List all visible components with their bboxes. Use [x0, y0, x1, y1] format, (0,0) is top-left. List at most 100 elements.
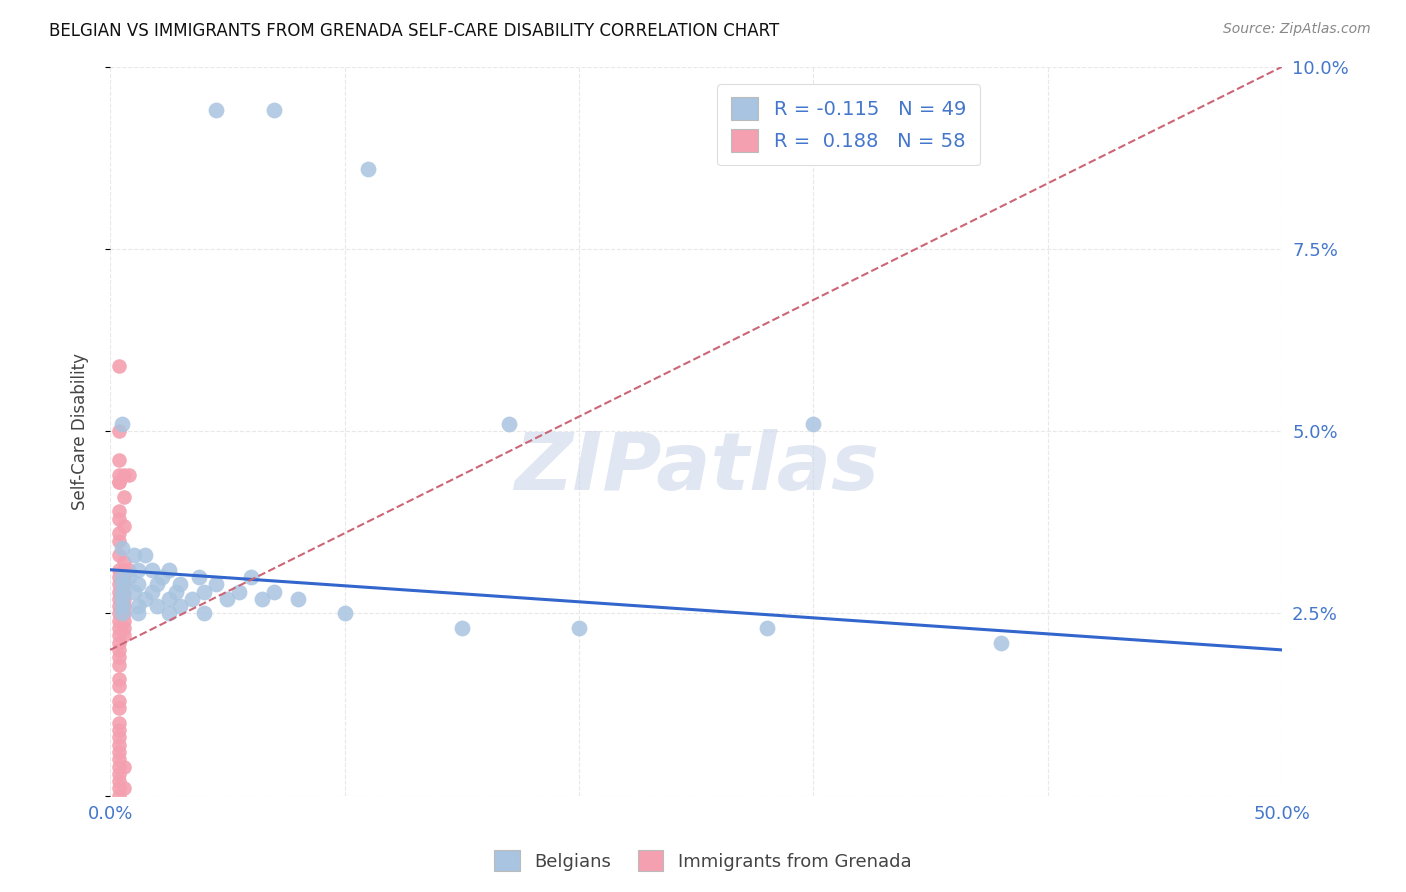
- Point: [150, 570, 173, 584]
- Point: [498, 417, 520, 431]
- Point: [204, 103, 226, 118]
- Point: [181, 591, 204, 606]
- Legend: R = -0.115   N = 49, R =  0.188   N = 58: R = -0.115 N = 49, R = 0.188 N = 58: [717, 84, 980, 166]
- Y-axis label: Self-Care Disability: Self-Care Disability: [72, 352, 89, 509]
- Point: [108, 599, 131, 614]
- Point: [108, 614, 131, 628]
- Point: [111, 584, 134, 599]
- Point: [108, 679, 131, 693]
- Point: [157, 591, 180, 606]
- Point: [112, 614, 135, 628]
- Point: [333, 607, 356, 621]
- Point: [112, 599, 135, 614]
- Point: [228, 584, 250, 599]
- Point: [118, 570, 141, 584]
- Point: [112, 556, 135, 570]
- Point: [755, 621, 778, 635]
- Point: [157, 607, 180, 621]
- Point: [141, 584, 163, 599]
- Point: [169, 577, 191, 591]
- Point: [112, 467, 135, 482]
- Point: [188, 570, 211, 584]
- Point: [450, 621, 472, 635]
- Point: [239, 570, 262, 584]
- Point: [127, 563, 149, 577]
- Point: [112, 490, 135, 504]
- Point: [112, 621, 135, 635]
- Point: [357, 161, 380, 176]
- Point: [193, 584, 215, 599]
- Point: [112, 591, 135, 606]
- Point: [217, 591, 239, 606]
- Point: [108, 533, 131, 548]
- Point: [108, 359, 131, 373]
- Point: [108, 563, 131, 577]
- Point: [111, 599, 134, 614]
- Point: [108, 657, 131, 672]
- Point: [112, 628, 135, 642]
- Point: [263, 103, 285, 118]
- Point: [108, 759, 131, 773]
- Point: [127, 599, 149, 614]
- Point: [990, 635, 1012, 649]
- Point: [146, 577, 169, 591]
- Point: [141, 563, 163, 577]
- Point: [111, 591, 134, 606]
- Point: [108, 731, 131, 745]
- Point: [108, 752, 131, 766]
- Point: [111, 541, 134, 555]
- Point: [112, 607, 135, 621]
- Point: [108, 577, 131, 591]
- Point: [112, 577, 135, 591]
- Point: [263, 584, 285, 599]
- Point: [165, 584, 187, 599]
- Point: [112, 563, 135, 577]
- Point: [111, 607, 134, 621]
- Point: [112, 519, 135, 533]
- Point: [108, 424, 131, 438]
- Point: [108, 584, 131, 599]
- Point: [108, 738, 131, 752]
- Point: [111, 417, 134, 431]
- Point: [112, 781, 135, 796]
- Point: [108, 781, 131, 796]
- Point: [118, 563, 141, 577]
- Point: [108, 650, 131, 665]
- Point: [134, 548, 156, 562]
- Text: ZIPatlas: ZIPatlas: [513, 429, 879, 507]
- Point: [108, 621, 131, 635]
- Text: BELGIAN VS IMMIGRANTS FROM GRENADA SELF-CARE DISABILITY CORRELATION CHART: BELGIAN VS IMMIGRANTS FROM GRENADA SELF-…: [49, 22, 779, 40]
- Point: [157, 563, 180, 577]
- Point: [118, 467, 141, 482]
- Point: [108, 715, 131, 730]
- Point: [108, 526, 131, 541]
- Point: [127, 607, 149, 621]
- Point: [108, 635, 131, 649]
- Point: [108, 789, 131, 803]
- Point: [122, 584, 145, 599]
- Point: [108, 570, 131, 584]
- Point: [108, 745, 131, 759]
- Point: [108, 591, 131, 606]
- Point: [108, 774, 131, 789]
- Point: [108, 511, 131, 525]
- Point: [252, 591, 274, 606]
- Point: [204, 577, 226, 591]
- Point: [122, 548, 145, 562]
- Point: [108, 453, 131, 467]
- Legend: Belgians, Immigrants from Grenada: Belgians, Immigrants from Grenada: [488, 843, 918, 879]
- Point: [127, 577, 149, 591]
- Point: [112, 584, 135, 599]
- Point: [108, 475, 131, 490]
- Point: [108, 467, 131, 482]
- Point: [108, 628, 131, 642]
- Point: [134, 591, 156, 606]
- Point: [108, 694, 131, 708]
- Point: [111, 577, 134, 591]
- Point: [287, 591, 309, 606]
- Text: Source: ZipAtlas.com: Source: ZipAtlas.com: [1223, 22, 1371, 37]
- Point: [146, 599, 169, 614]
- Point: [568, 621, 591, 635]
- Point: [108, 672, 131, 686]
- Point: [108, 643, 131, 657]
